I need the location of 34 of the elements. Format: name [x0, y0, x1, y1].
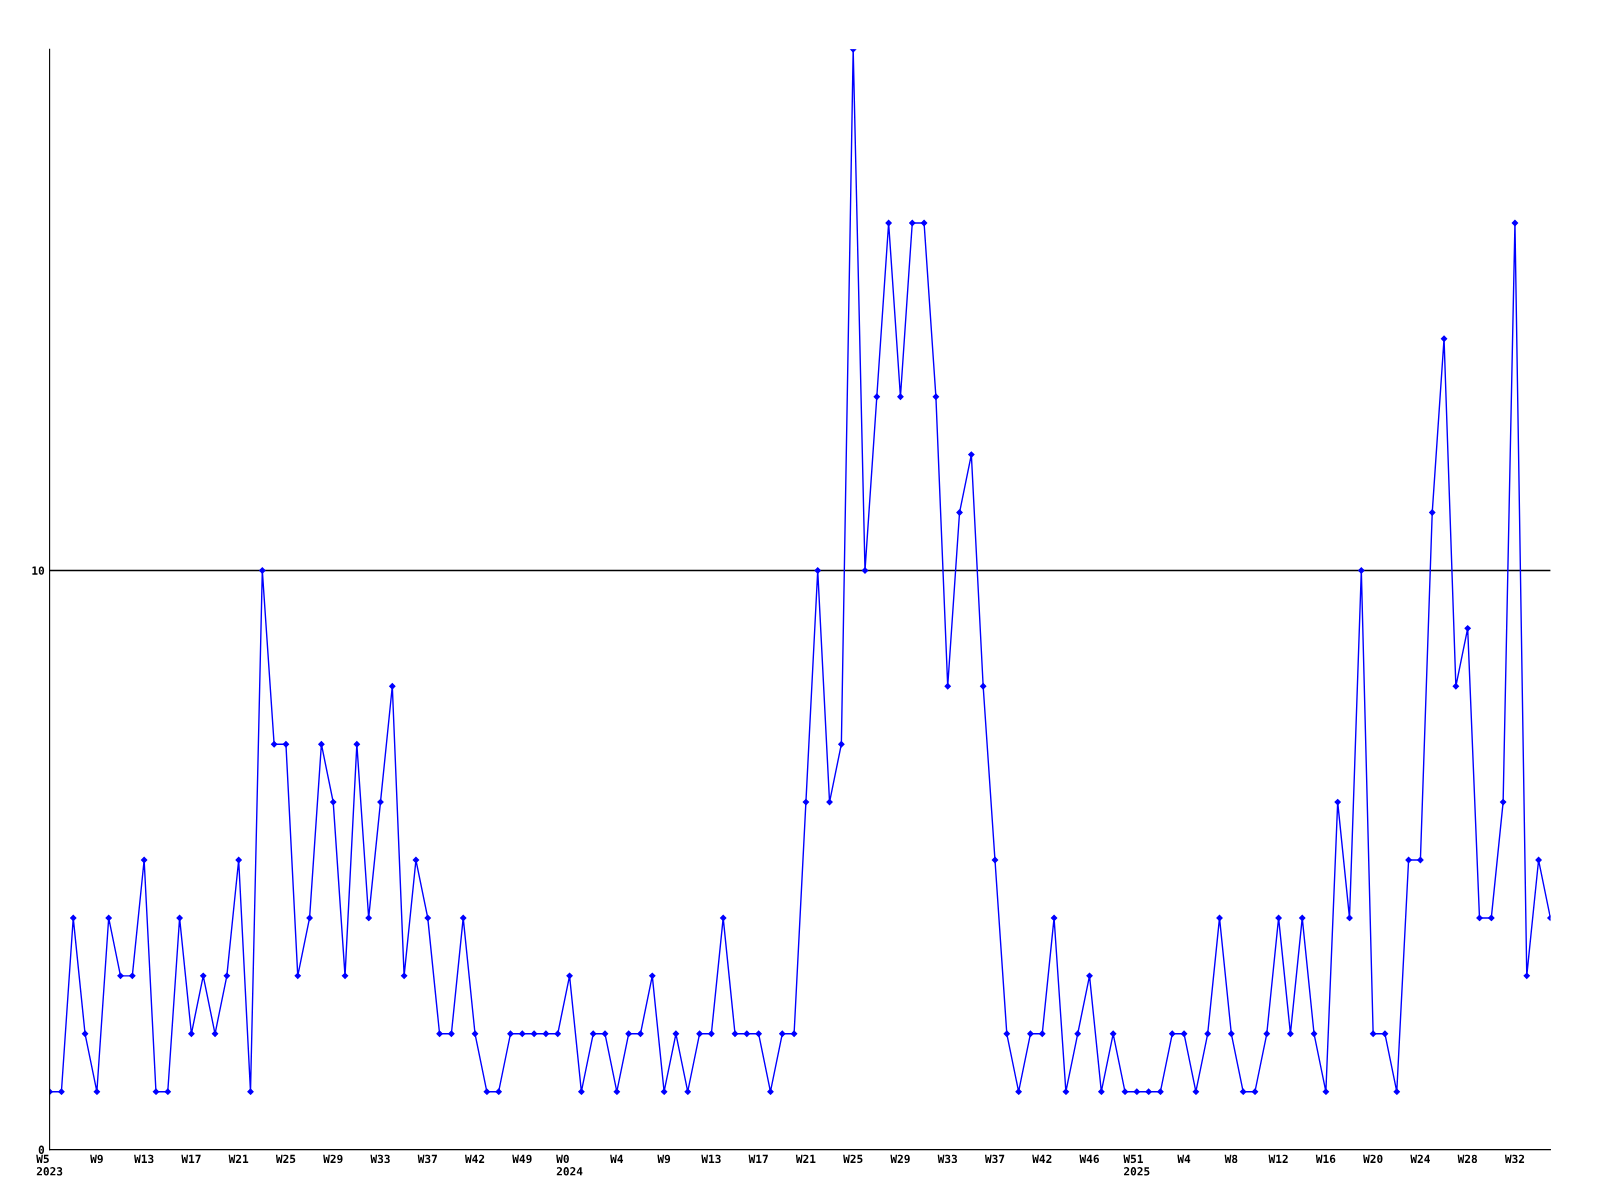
- x-tick-label: W16: [1315, 1154, 1336, 1164]
- y-tick-label: 0: [38, 1145, 45, 1154]
- x-tick-label: W33: [937, 1154, 958, 1164]
- x-tick-label: W12: [1268, 1154, 1288, 1163]
- y-tick-label: 10: [32, 566, 45, 575]
- x-tick-label: W29: [890, 1154, 910, 1164]
- x-tick-label: W17: [748, 1154, 768, 1163]
- x-tick-label: W13: [701, 1154, 721, 1164]
- x-tick-label: W33: [370, 1154, 390, 1164]
- x-tick-label: W20: [1363, 1154, 1383, 1164]
- x-tick-label: W13: [134, 1154, 154, 1164]
- x-tick-label: W17: [181, 1154, 201, 1163]
- x-tick-label: W28: [1457, 1154, 1478, 1164]
- x-tick-label: W37: [417, 1154, 437, 1164]
- x-tick-label: W49: [512, 1154, 532, 1164]
- x-tick-label: W9: [657, 1154, 671, 1164]
- x-tick-label: W5 2023: [36, 1154, 63, 1176]
- x-tick-label: W29: [323, 1154, 343, 1164]
- x-tick-label: W42: [1032, 1154, 1052, 1163]
- x-tick-label: W51 2025: [1123, 1154, 1150, 1176]
- x-tick-label: W42: [464, 1154, 485, 1163]
- x-tick-label: W8: [1224, 1154, 1238, 1164]
- x-tick-label: W9: [90, 1154, 103, 1164]
- x-tick-label: W0 2024: [556, 1154, 583, 1176]
- x-tick-label: W21: [228, 1154, 249, 1163]
- x-tick-label: W4: [1177, 1154, 1191, 1163]
- x-tick-label: W25: [275, 1154, 296, 1164]
- x-tick-label: W46: [1079, 1154, 1099, 1164]
- x-tick-label: W32: [1504, 1154, 1525, 1164]
- x-tick-label: W37: [984, 1154, 1005, 1164]
- x-tick-label: W21: [795, 1154, 816, 1163]
- x-tick-label: W25: [843, 1154, 863, 1164]
- x-tick-label: W24: [1410, 1154, 1430, 1163]
- x-tick-label: W4: [610, 1154, 624, 1163]
